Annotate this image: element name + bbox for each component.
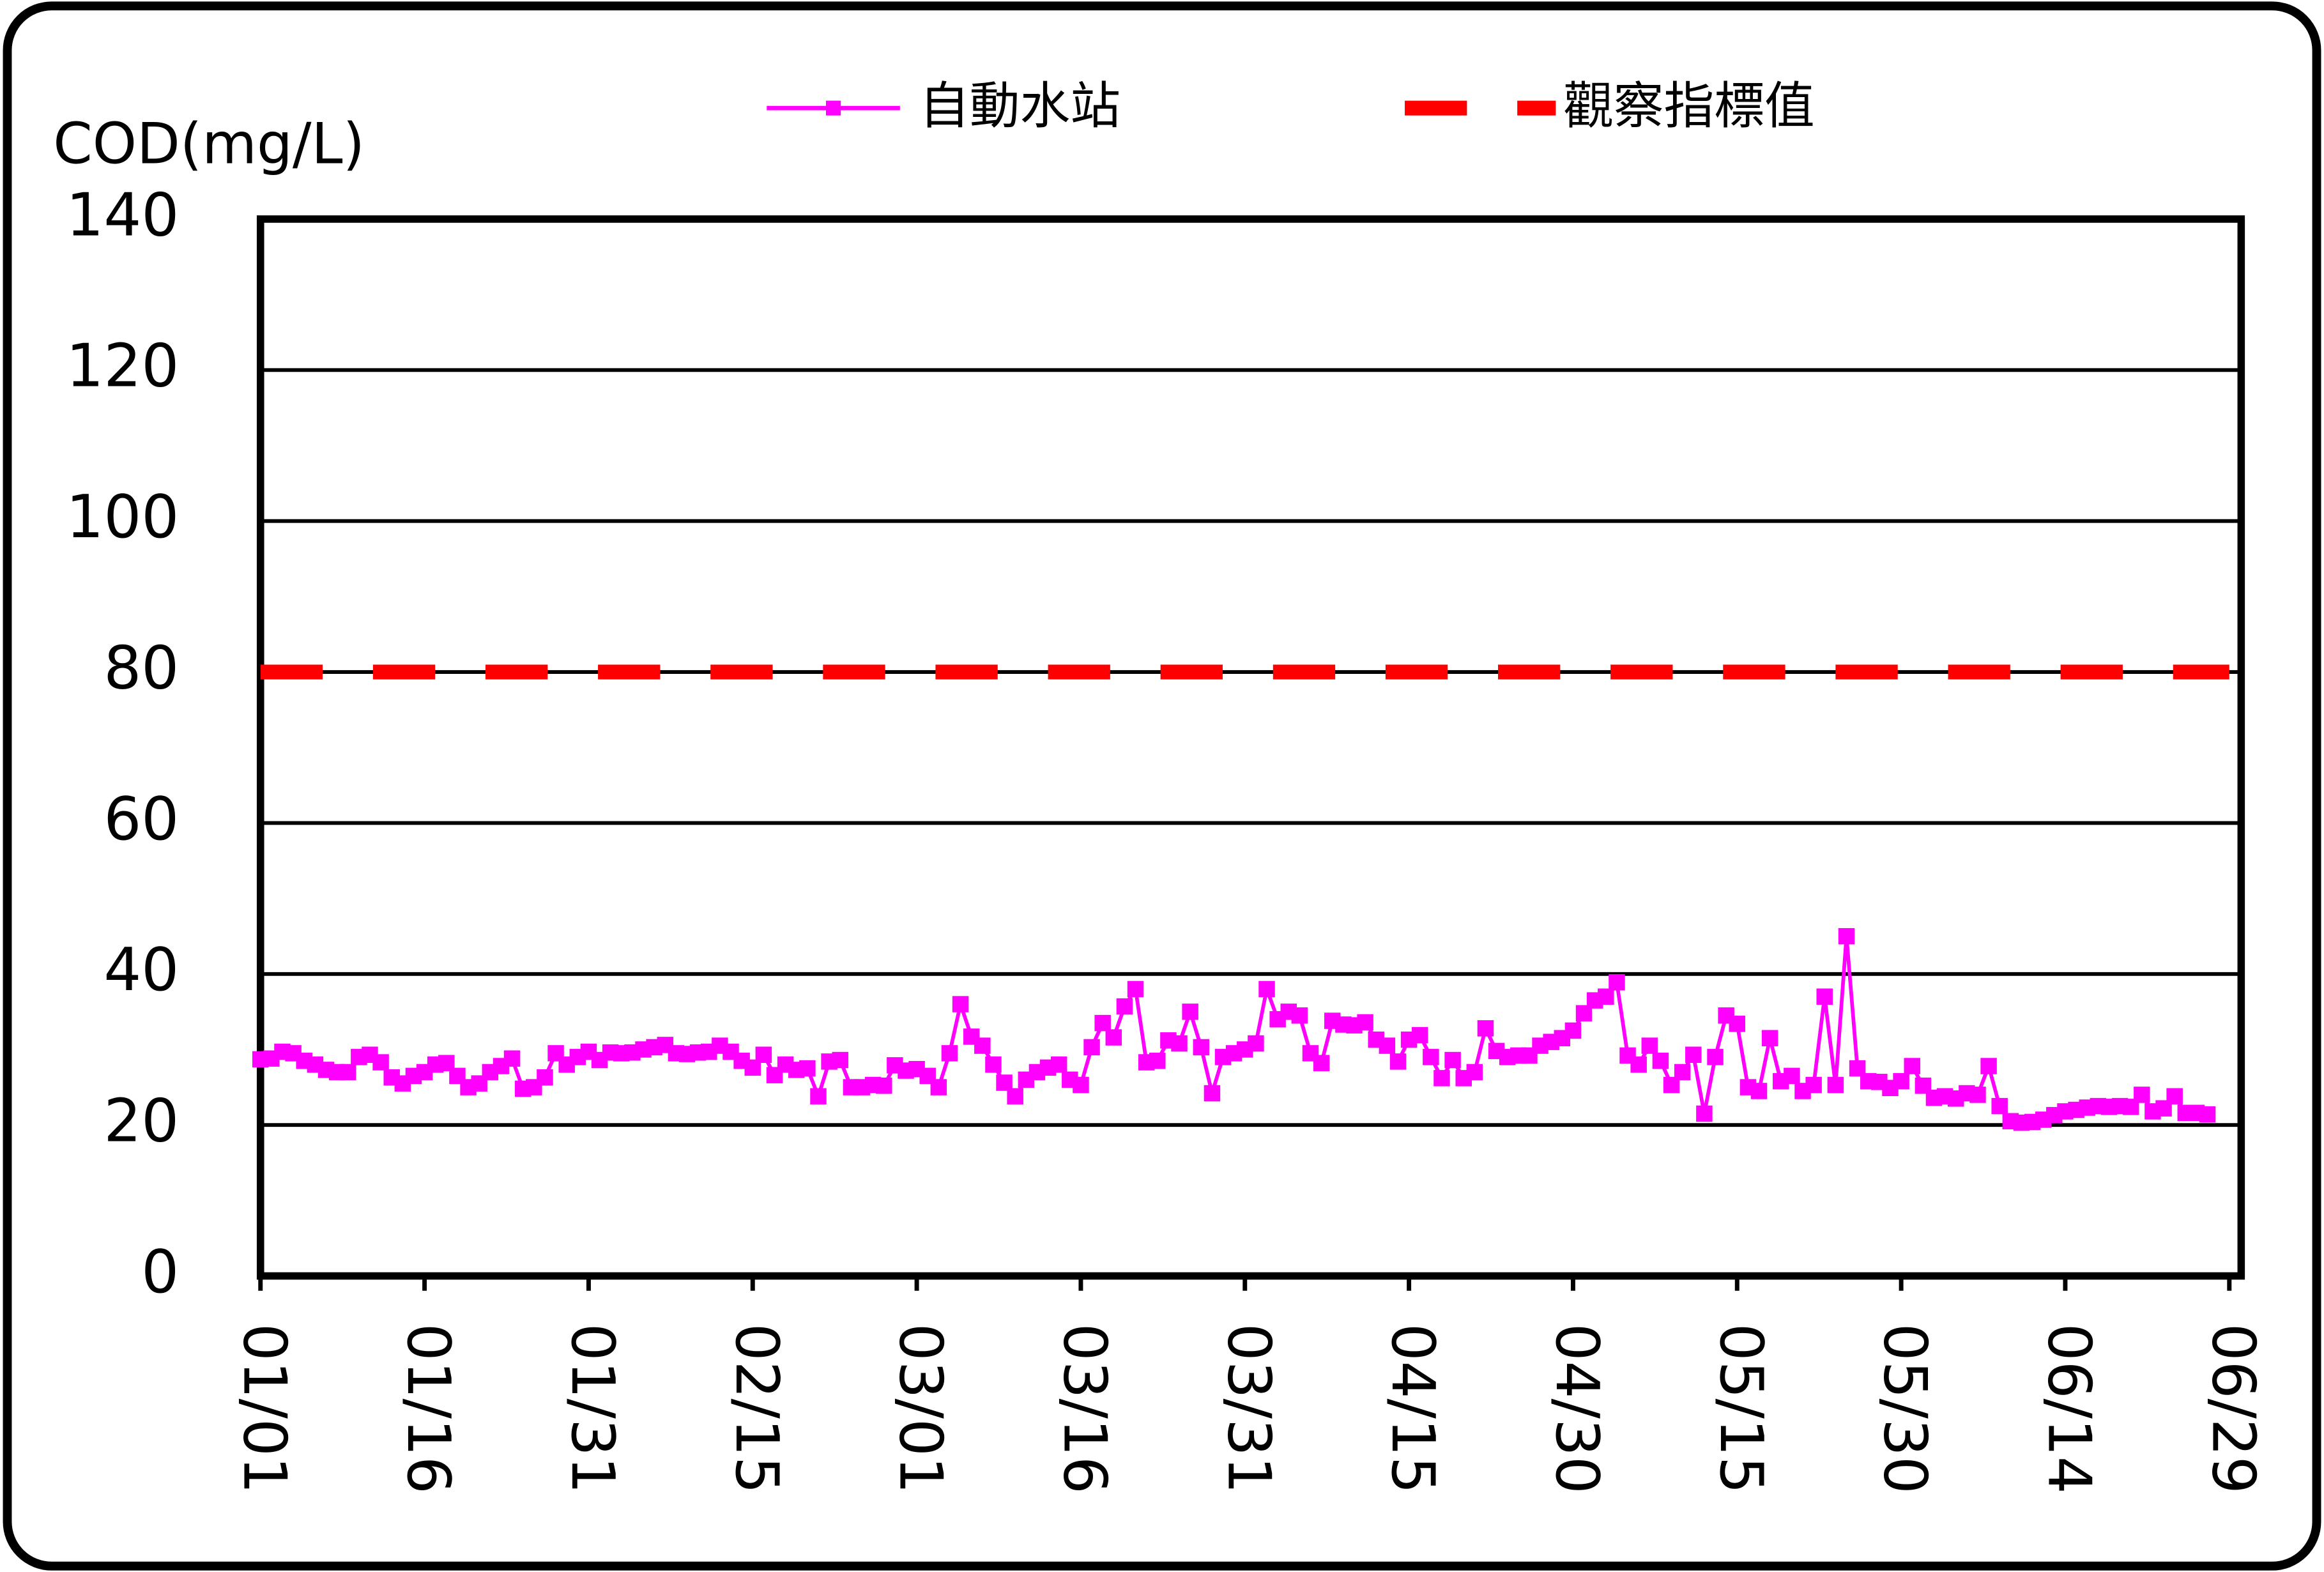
point xyxy=(1784,1067,1800,1085)
point xyxy=(1073,1076,1089,1094)
point xyxy=(1466,1064,1483,1081)
point xyxy=(1379,1037,1396,1054)
point xyxy=(1750,1083,1768,1099)
x-tick-label: 06/29 xyxy=(2199,1324,2268,1494)
point xyxy=(875,1077,892,1094)
y-tick-label: 60 xyxy=(103,784,179,853)
point xyxy=(1389,1053,1407,1070)
point xyxy=(1696,1105,1713,1122)
point xyxy=(372,1054,389,1071)
point xyxy=(1969,1087,1986,1103)
point xyxy=(1105,1029,1122,1046)
point xyxy=(1411,1026,1428,1044)
point xyxy=(1630,1056,1647,1073)
point xyxy=(2166,1088,2183,1105)
point xyxy=(1761,1030,1778,1047)
point xyxy=(1423,1049,1439,1065)
y-tick-label: 80 xyxy=(103,633,179,702)
point xyxy=(1171,1035,1188,1052)
x-tick-label: 01/16 xyxy=(394,1324,463,1494)
point xyxy=(974,1037,991,1054)
point xyxy=(1652,1052,1669,1069)
point xyxy=(1116,998,1133,1015)
point xyxy=(1805,1076,1822,1094)
point xyxy=(996,1074,1013,1091)
point xyxy=(1149,1052,1166,1069)
point xyxy=(799,1060,816,1077)
point xyxy=(1816,988,1833,1005)
point xyxy=(1127,981,1144,998)
y-tick-label: 120 xyxy=(66,332,179,401)
point xyxy=(1193,1039,1210,1056)
point xyxy=(1182,1003,1198,1020)
point xyxy=(1477,1020,1494,1037)
point xyxy=(810,1088,827,1105)
point xyxy=(1729,1016,1746,1032)
legend-label: 自動水站 xyxy=(919,77,1120,135)
x-tick-label: 05/30 xyxy=(1871,1324,1940,1494)
point xyxy=(1291,1007,1308,1024)
y-axis-label: COD(mg/L) xyxy=(53,111,365,177)
point xyxy=(1893,1072,1909,1090)
point xyxy=(1980,1058,1997,1074)
point xyxy=(1050,1056,1067,1073)
legend-marker xyxy=(825,100,841,116)
y-tick-label: 40 xyxy=(103,935,179,1004)
plot-frame xyxy=(256,215,2245,1280)
x-tick-label: 04/30 xyxy=(1543,1324,1612,1494)
point xyxy=(1674,1064,1691,1081)
x-tick-label: 01/31 xyxy=(558,1324,627,1494)
point xyxy=(1991,1097,2008,1115)
point xyxy=(1598,988,1614,1005)
point xyxy=(1838,927,1855,945)
point xyxy=(2134,1087,2150,1103)
x-tick-label: 03/16 xyxy=(1051,1324,1120,1494)
point xyxy=(2199,1106,2216,1123)
point xyxy=(985,1056,1002,1073)
point xyxy=(1707,1049,1724,1065)
point xyxy=(339,1064,356,1081)
x-tick-label: 04/15 xyxy=(1379,1324,1448,1494)
point xyxy=(1444,1051,1461,1069)
point xyxy=(1685,1046,1702,1064)
point xyxy=(832,1051,848,1069)
point xyxy=(1094,1014,1111,1032)
point xyxy=(1258,981,1275,998)
point xyxy=(1204,1085,1221,1102)
point xyxy=(1313,1055,1330,1072)
point xyxy=(930,1079,947,1095)
point xyxy=(952,996,969,1012)
point xyxy=(1433,1070,1450,1087)
y-tick-label: 100 xyxy=(66,482,179,551)
x-tick-label: 05/15 xyxy=(1707,1324,1776,1494)
legend-label: 觀察指標值 xyxy=(1563,77,1815,135)
point xyxy=(1904,1058,1920,1074)
point xyxy=(755,1046,772,1064)
y-tick-label: 20 xyxy=(103,1087,179,1156)
point xyxy=(503,1050,521,1067)
point xyxy=(537,1069,553,1086)
frame xyxy=(3,1,2321,1571)
point xyxy=(1357,1014,1373,1031)
y-tick-label: 0 xyxy=(141,1237,179,1306)
x-tick-label: 03/31 xyxy=(1214,1324,1283,1494)
x-tick-label: 03/01 xyxy=(887,1324,956,1494)
point xyxy=(1827,1076,1844,1094)
point xyxy=(1007,1088,1023,1105)
point xyxy=(941,1045,958,1062)
point xyxy=(1083,1039,1100,1056)
x-tick-label: 06/14 xyxy=(2035,1324,2104,1494)
point xyxy=(1564,1022,1582,1039)
y-tick-label: 140 xyxy=(66,180,179,249)
point xyxy=(1248,1035,1264,1052)
point xyxy=(1641,1037,1658,1054)
legend: 自動水站 觀察指標值 xyxy=(767,77,1815,135)
x-tick-label: 02/15 xyxy=(722,1324,791,1494)
x-tick-label: 01/01 xyxy=(230,1324,299,1494)
point xyxy=(1609,974,1625,991)
